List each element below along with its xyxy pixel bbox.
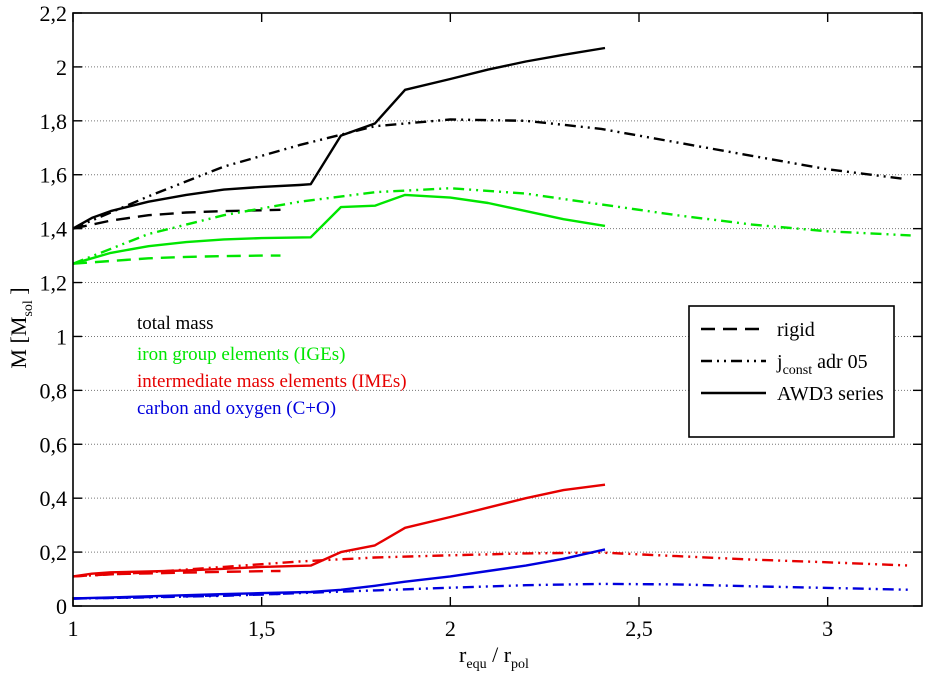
legend-label-awd3: AWD3 series (777, 383, 884, 405)
series-ime-solid (72, 483, 606, 578)
x-tick-label: 2,5 (625, 616, 653, 641)
annotation-iges: iron group elements (IGEs) (137, 344, 345, 365)
series-ige-dashdotdot (72, 186, 911, 265)
y-tick-label: 0 (56, 594, 67, 619)
data-series (72, 46, 911, 600)
y-tick-label: 2,2 (40, 1, 68, 26)
annotation-total-mass: total mass (137, 313, 214, 334)
x-axis-label-sep: / r (487, 642, 512, 667)
legend: rigid jconst adr 05 AWD3 series (688, 305, 895, 438)
y-tick-label: 1,2 (40, 271, 68, 296)
y-axis-label-main: M [M (6, 317, 31, 369)
y-tick-label: 2 (56, 55, 67, 80)
y-tick-label: 0,6 (40, 432, 68, 457)
x-axis-label-sub1: equ (466, 657, 486, 672)
gridlines (73, 66, 922, 553)
x-axis-label-sub2: pol (511, 657, 529, 672)
y-tick-label: 1,8 (40, 109, 68, 134)
series-co-dashdotdot (72, 582, 911, 600)
x-tick-label: 1 (68, 616, 79, 641)
x-tick-label: 3 (822, 616, 833, 641)
series-co-solid (72, 548, 606, 600)
plot-frame (72, 12, 923, 607)
y-tick-label: 0,4 (40, 486, 68, 511)
y-tick-label: 1 (56, 324, 67, 349)
annotation-co: carbon and oxygen (C+O) (137, 398, 336, 419)
series-ige-dashed (72, 254, 281, 265)
series-ime-dashed (72, 569, 281, 578)
legend-label-jconst-main: j (776, 351, 783, 373)
legend-label-jconst-sub: const (783, 363, 813, 378)
x-tick-label: 1,5 (248, 616, 276, 641)
y-tick-label: 0,8 (40, 378, 68, 403)
series-ige-solid (72, 193, 606, 265)
legend-label-jconst-end: adr 05 (812, 351, 868, 373)
component-annotations: total mass iron group elements (IGEs) in… (137, 313, 407, 419)
series-total-solid (72, 46, 606, 230)
series-total-dashed (72, 208, 281, 230)
y-axis-label-end: ] (6, 287, 31, 300)
x-tick-label: 2 (445, 616, 456, 641)
axis-ticks: 0 0,2 0,4 0,6 0,8 1 1,2 1,4 1,6 1,8 2 2,2 1 1,5 2 2,5 3 (40, 1, 922, 641)
legend-label-rigid: rigid (777, 319, 815, 341)
annotation-imes: intermediate mass elements (IMEs) (137, 371, 407, 392)
legend-label-jconst: jconst adr 05 (776, 351, 868, 378)
y-axis-label: M [Msol ] (6, 287, 36, 368)
series-ime-dashdotdot (72, 551, 911, 578)
x-axis-label: requ / rpol (459, 642, 529, 672)
x-axis-label-main: r (459, 642, 467, 667)
y-tick-label: 1,4 (40, 217, 68, 242)
y-tick-label: 1,6 (40, 163, 68, 188)
y-axis-label-sub: sol (21, 300, 36, 316)
y-tick-label: 0,2 (40, 540, 68, 565)
series-total-dashdotdot (72, 118, 904, 230)
